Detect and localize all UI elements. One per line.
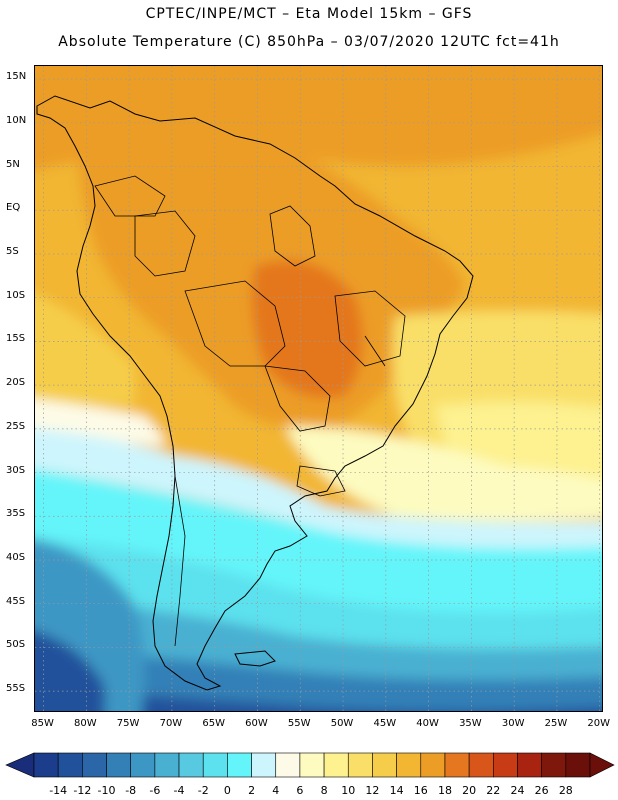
longitude-label: 80W xyxy=(74,718,97,729)
longitude-label: 45W xyxy=(373,718,397,729)
colorbar-label: -12 xyxy=(73,784,92,797)
longitude-label: 25W xyxy=(544,718,568,729)
longitude-label: 85W xyxy=(31,718,54,729)
colorbar-segment xyxy=(420,752,446,778)
colorbar-segment xyxy=(541,752,567,778)
colorbar-label: 18 xyxy=(437,784,452,797)
colorbar-min-arrow xyxy=(5,752,35,778)
map-title: CPTEC/INPE/MCT – Eta Model 15km – GFS xyxy=(145,6,473,22)
latitude-label: 50S xyxy=(6,639,26,651)
latitude-label: 55S xyxy=(6,683,26,695)
longitude-label: 20W xyxy=(587,718,611,729)
colorbar-segment xyxy=(33,752,59,778)
colorbar-segment xyxy=(57,752,83,778)
colorbar-label: 24 xyxy=(510,784,525,797)
colorbar-label: -6 xyxy=(149,784,161,797)
colorbar-segment xyxy=(323,752,349,778)
colorbar-label: 8 xyxy=(320,784,328,797)
longitude-label: 40W xyxy=(416,718,439,729)
latitude-label: 15N xyxy=(6,71,27,83)
colorbar-segment xyxy=(493,752,518,778)
colorbar-label: 22 xyxy=(486,784,501,797)
colorbar-segment xyxy=(202,752,228,778)
colorbar-segment xyxy=(299,752,325,778)
latitude-label: 30S xyxy=(6,464,26,476)
colorbar-label: -4 xyxy=(173,784,185,797)
colorbar-segment xyxy=(82,752,107,778)
longitude-label: 35W xyxy=(459,718,482,729)
coastline xyxy=(36,95,474,691)
longitude-label: 75W xyxy=(116,718,140,729)
colorbar-segment xyxy=(227,752,252,778)
latitude-label: 10N xyxy=(6,114,27,126)
colorbar-segment xyxy=(154,752,180,778)
colorbar-segment xyxy=(347,752,373,778)
latitude-label: 20S xyxy=(6,377,26,389)
colorbar-segment xyxy=(468,752,494,778)
latitude-label: 5N xyxy=(6,158,20,170)
colorbar-max-arrow xyxy=(589,752,615,778)
colorbar-segment xyxy=(275,752,301,778)
longitude-label: 50W xyxy=(330,718,354,729)
colorbar-label: -8 xyxy=(125,784,137,797)
colorbar-segment xyxy=(565,752,591,778)
colorbar-segment xyxy=(517,752,542,778)
latitude-label: 5S xyxy=(6,245,19,257)
colorbar-label: -14 xyxy=(49,784,68,797)
colorbar-label: 16 xyxy=(413,784,428,797)
graticule xyxy=(35,66,602,711)
latitude-label: EQ xyxy=(6,202,21,214)
latitude-label: 25S xyxy=(6,420,26,432)
colorbar-label: 28 xyxy=(558,784,573,797)
longitude-label: 30W xyxy=(501,718,525,729)
temperature-map xyxy=(34,65,603,712)
colorbar-label: 0 xyxy=(223,784,231,797)
colorbar-label: 12 xyxy=(365,784,380,797)
latitude-label: 40S xyxy=(6,551,26,563)
colorbar-label: 4 xyxy=(272,784,280,797)
colorbar-label: 20 xyxy=(462,784,477,797)
longitude-label: 65W xyxy=(202,718,225,729)
longitude-label: 70W xyxy=(159,718,183,729)
colorbar-segment xyxy=(372,752,397,778)
colorbar-segment xyxy=(130,752,156,778)
colorbar-segment xyxy=(444,752,470,778)
colorbar-label: 26 xyxy=(534,784,549,797)
colorbar-label: 2 xyxy=(248,784,256,797)
colorbar-label: -10 xyxy=(97,784,116,797)
map-subtitle: Absolute Temperature (C) 850hPa – 03/07/… xyxy=(58,34,560,50)
latitude-label: 10S xyxy=(6,289,26,301)
colorbar-label: 10 xyxy=(341,784,356,797)
colorbar-segment xyxy=(106,752,131,778)
latitude-label: 15S xyxy=(6,333,26,345)
longitude-label: 55W xyxy=(287,718,311,729)
latitude-label: 35S xyxy=(6,508,26,520)
longitude-label: 60W xyxy=(245,718,268,729)
colorbar-segment xyxy=(178,752,204,778)
latitude-label: 45S xyxy=(6,595,26,607)
colorbar-segment xyxy=(396,752,422,778)
colorbar-label: -2 xyxy=(197,784,209,797)
colorbar-label: 14 xyxy=(389,784,404,797)
colorbar-segment xyxy=(251,752,277,778)
colorbar-label: 6 xyxy=(296,784,304,797)
